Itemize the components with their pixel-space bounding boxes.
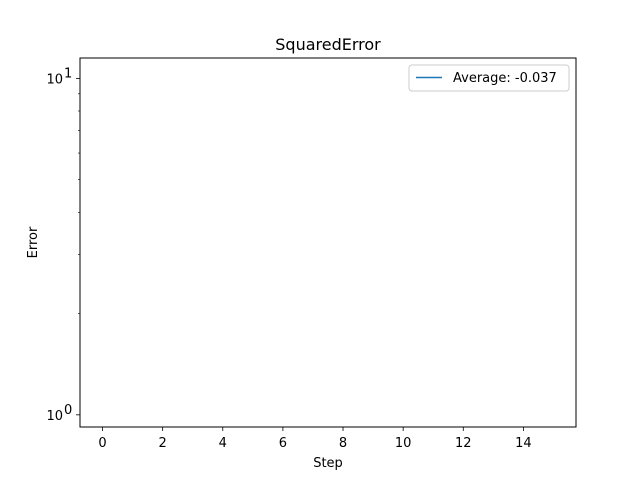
x-tick-label: 6: [279, 436, 287, 451]
x-tick-label: 10: [395, 436, 412, 451]
x-axis-ticks: 0 2 4 6 8 10 12 14: [98, 427, 532, 451]
plot-area: [80, 58, 576, 427]
y-axis-label: Error: [26, 226, 41, 258]
x-tick-label: 2: [159, 436, 167, 451]
x-tick-label: 0: [98, 436, 106, 451]
plot-frame: [79, 57, 577, 428]
x-tick-label: 8: [339, 436, 347, 451]
y-tick-label-exponent: 0: [64, 403, 72, 418]
legend-box: [408, 64, 570, 92]
x-axis-label: Step: [313, 456, 343, 471]
chart-title: SquaredError: [275, 35, 381, 54]
legend: Average: -0.037: [408, 64, 570, 92]
x-tick-label: 4: [219, 436, 227, 451]
y-tick-label: 10: [46, 409, 63, 424]
y-tick-label: 10: [46, 72, 63, 87]
x-tick-label: 14: [515, 436, 532, 451]
y-tick-label-exponent: 1: [64, 66, 72, 81]
x-tick-label: 12: [455, 436, 472, 451]
legend-label-average: Average: -0.037: [453, 71, 557, 86]
